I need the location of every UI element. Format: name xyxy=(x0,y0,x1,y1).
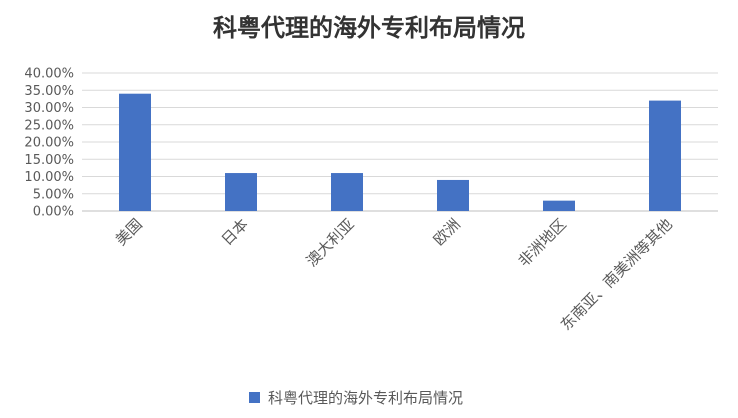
y-tick-label: 10.00% xyxy=(24,170,74,185)
y-tick-label: 20.00% xyxy=(24,136,74,151)
bar xyxy=(331,173,363,211)
x-tick-label: 东南亚、南美洲等其他 xyxy=(557,215,676,334)
y-tick-label: 35.00% xyxy=(24,84,74,99)
bars xyxy=(119,93,681,211)
x-tick-label: 非洲地区 xyxy=(515,215,570,270)
x-tick-label: 日本 xyxy=(218,215,252,249)
y-tick-label: 5.00% xyxy=(33,187,74,202)
y-tick-label: 30.00% xyxy=(24,101,74,116)
bar xyxy=(649,100,681,211)
x-tick-label: 欧洲 xyxy=(430,215,464,249)
bar xyxy=(543,200,575,211)
x-tick-label: 澳大利亚 xyxy=(303,215,358,270)
legend: 科粤代理的海外专利布局情况 xyxy=(249,389,463,407)
chart-title: 科粤代理的海外专利布局情况 xyxy=(213,14,525,42)
legend-swatch xyxy=(249,392,260,403)
bar xyxy=(119,93,151,211)
bar xyxy=(437,179,469,211)
y-tick-label: 0.00% xyxy=(33,205,74,220)
bar xyxy=(225,173,257,211)
gridlines xyxy=(82,72,718,212)
y-tick-label: 40.00% xyxy=(24,67,74,82)
y-tick-label: 15.00% xyxy=(24,153,74,168)
legend-label: 科粤代理的海外专利布局情况 xyxy=(268,389,463,407)
y-axis: 0.00% 5.00% 10.00% 15.00% 20.00% 25.00% 30.00%… xyxy=(24,67,74,220)
x-tick-label: 美国 xyxy=(112,215,146,249)
y-tick-label: 25.00% xyxy=(24,118,74,133)
